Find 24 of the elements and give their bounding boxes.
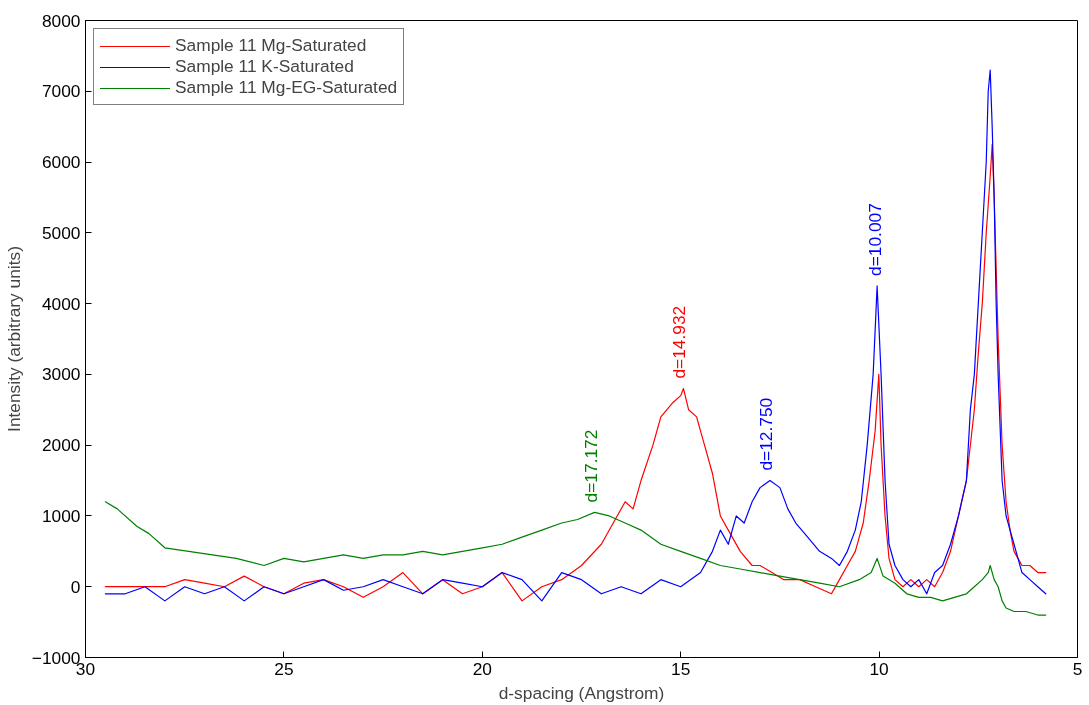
line-series — [104, 501, 1047, 616]
y-tick-label: 4000 — [41, 293, 81, 314]
annotation: d=14.932 — [669, 305, 690, 379]
annotation: d=12.750 — [755, 397, 776, 471]
y-tick-label: 5000 — [41, 222, 81, 243]
y-tick-label: 2000 — [41, 435, 81, 456]
y-tick-label: 1000 — [41, 505, 81, 526]
y-tick-label: 7000 — [41, 81, 81, 102]
legend-label: Sample 11 Mg-EG-Saturated — [175, 77, 398, 98]
y-tick-label: 8000 — [41, 10, 81, 31]
x-tick-label: 25 — [274, 658, 294, 679]
y-axis-title: Intensity (arbitrary units) — [3, 246, 24, 432]
x-axis-title: d-spacing (Angstrom) — [498, 682, 665, 703]
x-tick-label: 5 — [1072, 658, 1083, 679]
legend-label: Sample 11 Mg-Saturated — [175, 35, 367, 56]
x-tick-label: 10 — [869, 658, 889, 679]
x-tick-label: 20 — [472, 658, 492, 679]
y-tick-label: 0 — [70, 576, 81, 597]
annotation: d=17.172 — [580, 429, 601, 503]
y-tick-label: 3000 — [41, 364, 81, 385]
x-tick-label: 15 — [671, 658, 691, 679]
legend-label: Sample 11 K-Saturated — [175, 56, 354, 77]
y-tick-label: 6000 — [41, 152, 81, 173]
annotation: d=10.007 — [864, 203, 885, 276]
